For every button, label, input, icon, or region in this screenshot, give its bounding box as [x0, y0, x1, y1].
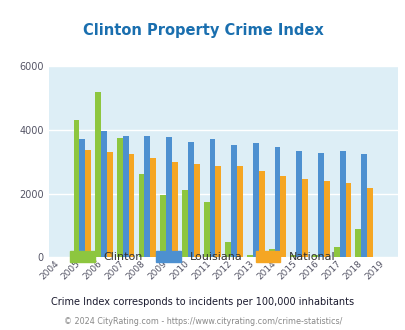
- Bar: [345, 183, 350, 257]
- Bar: [301, 179, 307, 257]
- Bar: [181, 190, 188, 257]
- Bar: [230, 145, 237, 257]
- Bar: [79, 139, 85, 257]
- Legend: Clinton, Louisiana, National: Clinton, Louisiana, National: [66, 247, 339, 267]
- Bar: [311, 255, 317, 257]
- Bar: [290, 255, 296, 257]
- Bar: [225, 242, 230, 257]
- Bar: [73, 120, 79, 257]
- Bar: [117, 138, 122, 257]
- Bar: [128, 154, 134, 257]
- Bar: [366, 188, 372, 257]
- Bar: [172, 162, 177, 257]
- Bar: [107, 152, 113, 257]
- Bar: [138, 175, 144, 257]
- Bar: [317, 153, 323, 257]
- Text: © 2024 CityRating.com - https://www.cityrating.com/crime-statistics/: © 2024 CityRating.com - https://www.city…: [64, 317, 341, 326]
- Bar: [274, 148, 280, 257]
- Bar: [258, 171, 264, 257]
- Bar: [246, 254, 252, 257]
- Bar: [280, 176, 286, 257]
- Bar: [166, 137, 172, 257]
- Bar: [355, 229, 360, 257]
- Bar: [209, 139, 215, 257]
- Bar: [215, 166, 221, 257]
- Bar: [203, 202, 209, 257]
- Bar: [150, 157, 156, 257]
- Bar: [339, 151, 345, 257]
- Text: Clinton Property Crime Index: Clinton Property Crime Index: [83, 23, 322, 38]
- Bar: [188, 142, 193, 257]
- Bar: [101, 131, 107, 257]
- Bar: [144, 136, 150, 257]
- Bar: [323, 181, 329, 257]
- Bar: [193, 164, 199, 257]
- Bar: [296, 151, 301, 257]
- Bar: [360, 154, 366, 257]
- Bar: [160, 195, 166, 257]
- Bar: [237, 166, 242, 257]
- Bar: [122, 136, 128, 257]
- Bar: [333, 247, 339, 257]
- Bar: [95, 91, 101, 257]
- Bar: [268, 249, 274, 257]
- Text: Crime Index corresponds to incidents per 100,000 inhabitants: Crime Index corresponds to incidents per…: [51, 297, 354, 307]
- Bar: [252, 143, 258, 257]
- Bar: [85, 149, 91, 257]
